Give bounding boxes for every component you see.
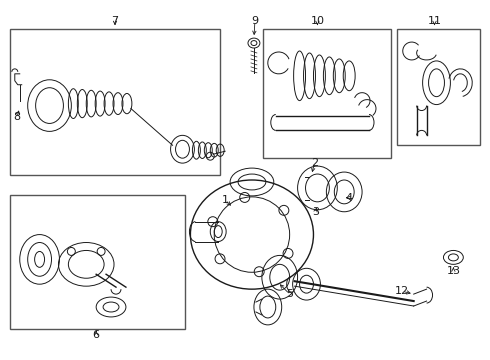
Text: 9: 9 [251, 16, 259, 26]
Text: 13: 13 [446, 266, 461, 276]
Text: 3: 3 [312, 207, 319, 217]
Text: 6: 6 [93, 330, 99, 340]
Text: 10: 10 [311, 16, 324, 26]
Bar [397, 29, 480, 145]
Text: 2: 2 [311, 158, 318, 168]
Text: 7: 7 [111, 16, 119, 26]
Text: 8: 8 [13, 112, 21, 122]
Bar [10, 195, 185, 329]
Bar [10, 29, 220, 175]
Text: 12: 12 [395, 286, 409, 296]
Text: 4: 4 [345, 193, 353, 203]
Text: 11: 11 [428, 16, 441, 26]
Text: 5: 5 [286, 289, 293, 299]
Text: 1: 1 [221, 195, 229, 205]
Bar [263, 29, 391, 158]
